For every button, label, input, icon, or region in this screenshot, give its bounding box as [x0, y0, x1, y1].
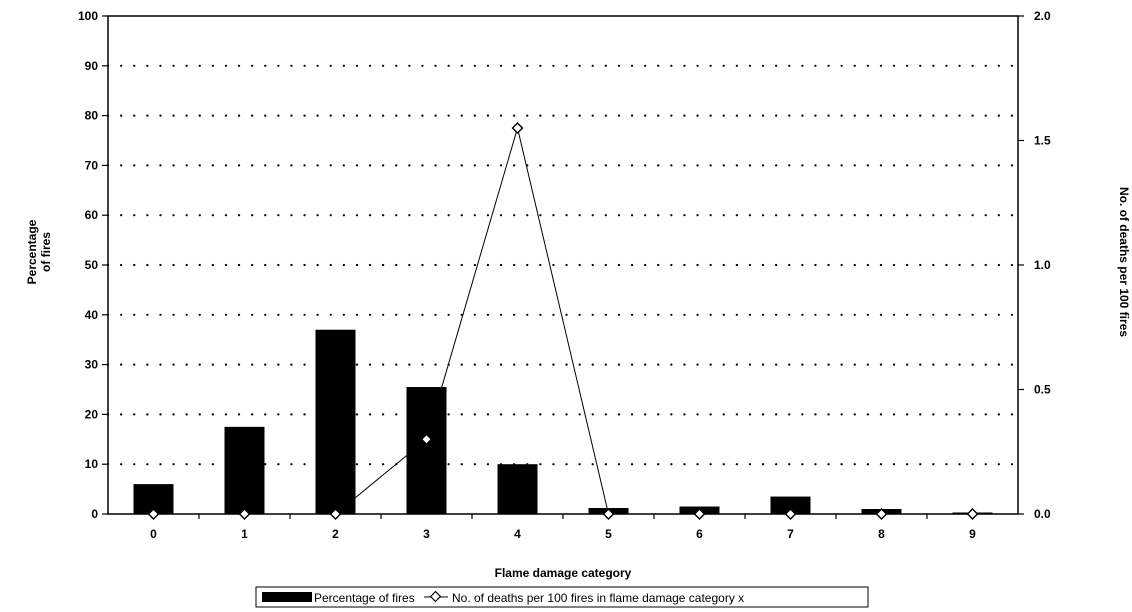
left-tick-label: 50	[85, 258, 99, 272]
x-axis-ticks: 0 1 2 3 4 5 6 7 8 9	[150, 514, 976, 541]
legend-diamond-marker	[429, 590, 442, 603]
legend-label-bars: Percentage of fires	[314, 591, 415, 605]
deaths-line	[153, 126, 973, 515]
line-point-marker	[238, 508, 251, 520]
left-axis-title-line-1: Percentage	[25, 219, 39, 284]
legend-label-line: No. of deaths per 100 fires in flame dam…	[452, 591, 744, 605]
legend-bar-swatch	[262, 592, 312, 602]
x-tick-label: 1	[241, 527, 248, 541]
left-tick-label: 100	[78, 9, 98, 23]
left-axis-title-line-2: of fires	[39, 232, 53, 272]
left-axis-ticks: 0 10 20 30 40 50 60 70 80 90 100	[78, 9, 108, 521]
right-tick-label: 0.0	[1034, 507, 1051, 521]
line-point-marker	[784, 508, 797, 520]
left-tick-label: 10	[85, 457, 99, 471]
line-point-marker	[420, 433, 433, 446]
line-point-marker	[511, 122, 524, 134]
left-tick-label: 40	[85, 308, 99, 322]
x-tick-label: 6	[696, 527, 703, 541]
x-tick-label: 8	[878, 527, 885, 541]
line-point-marker	[329, 508, 342, 520]
x-tick-label: 0	[150, 527, 157, 541]
x-tick-label: 4	[514, 527, 521, 541]
x-tick-label: 2	[332, 527, 339, 541]
x-tick-label: 3	[423, 527, 430, 541]
left-tick-label: 80	[85, 109, 99, 123]
line-point-marker	[602, 508, 615, 520]
x-tick-label: 9	[969, 527, 976, 541]
line-point-marker	[693, 508, 706, 520]
left-tick-label: 70	[85, 158, 99, 172]
line-point-marker	[147, 508, 160, 520]
bar	[770, 496, 811, 514]
bar-series	[133, 329, 993, 514]
right-tick-label: 1.5	[1034, 134, 1051, 148]
left-tick-label: 20	[85, 407, 99, 421]
legend: Percentage of fires No. of deaths per 10…	[255, 586, 869, 608]
legend-box	[255, 586, 869, 608]
x-axis-title: Flame damage category	[495, 566, 632, 580]
right-tick-label: 0.5	[1034, 383, 1051, 397]
right-tick-label: 1.0	[1034, 258, 1051, 272]
right-tick-label: 2.0	[1034, 9, 1051, 23]
left-tick-label: 90	[85, 59, 99, 73]
left-tick-label: 30	[85, 358, 99, 372]
left-tick-label: 60	[85, 208, 99, 222]
bar	[497, 464, 538, 514]
line-series	[147, 122, 979, 520]
right-axis-title: No. of deaths per 100 fires	[1117, 187, 1131, 337]
bar	[224, 426, 265, 514]
left-tick-label: 0	[91, 507, 98, 521]
gridlines	[106, 64, 1020, 466]
right-axis-ticks: 0.0 0.5 1.0 1.5 2.0	[1018, 9, 1051, 521]
x-tick-label: 7	[787, 527, 794, 541]
x-tick-label: 5	[605, 527, 612, 541]
bar	[315, 329, 356, 514]
line-point-marker	[875, 508, 888, 520]
line-point-marker	[966, 508, 979, 520]
